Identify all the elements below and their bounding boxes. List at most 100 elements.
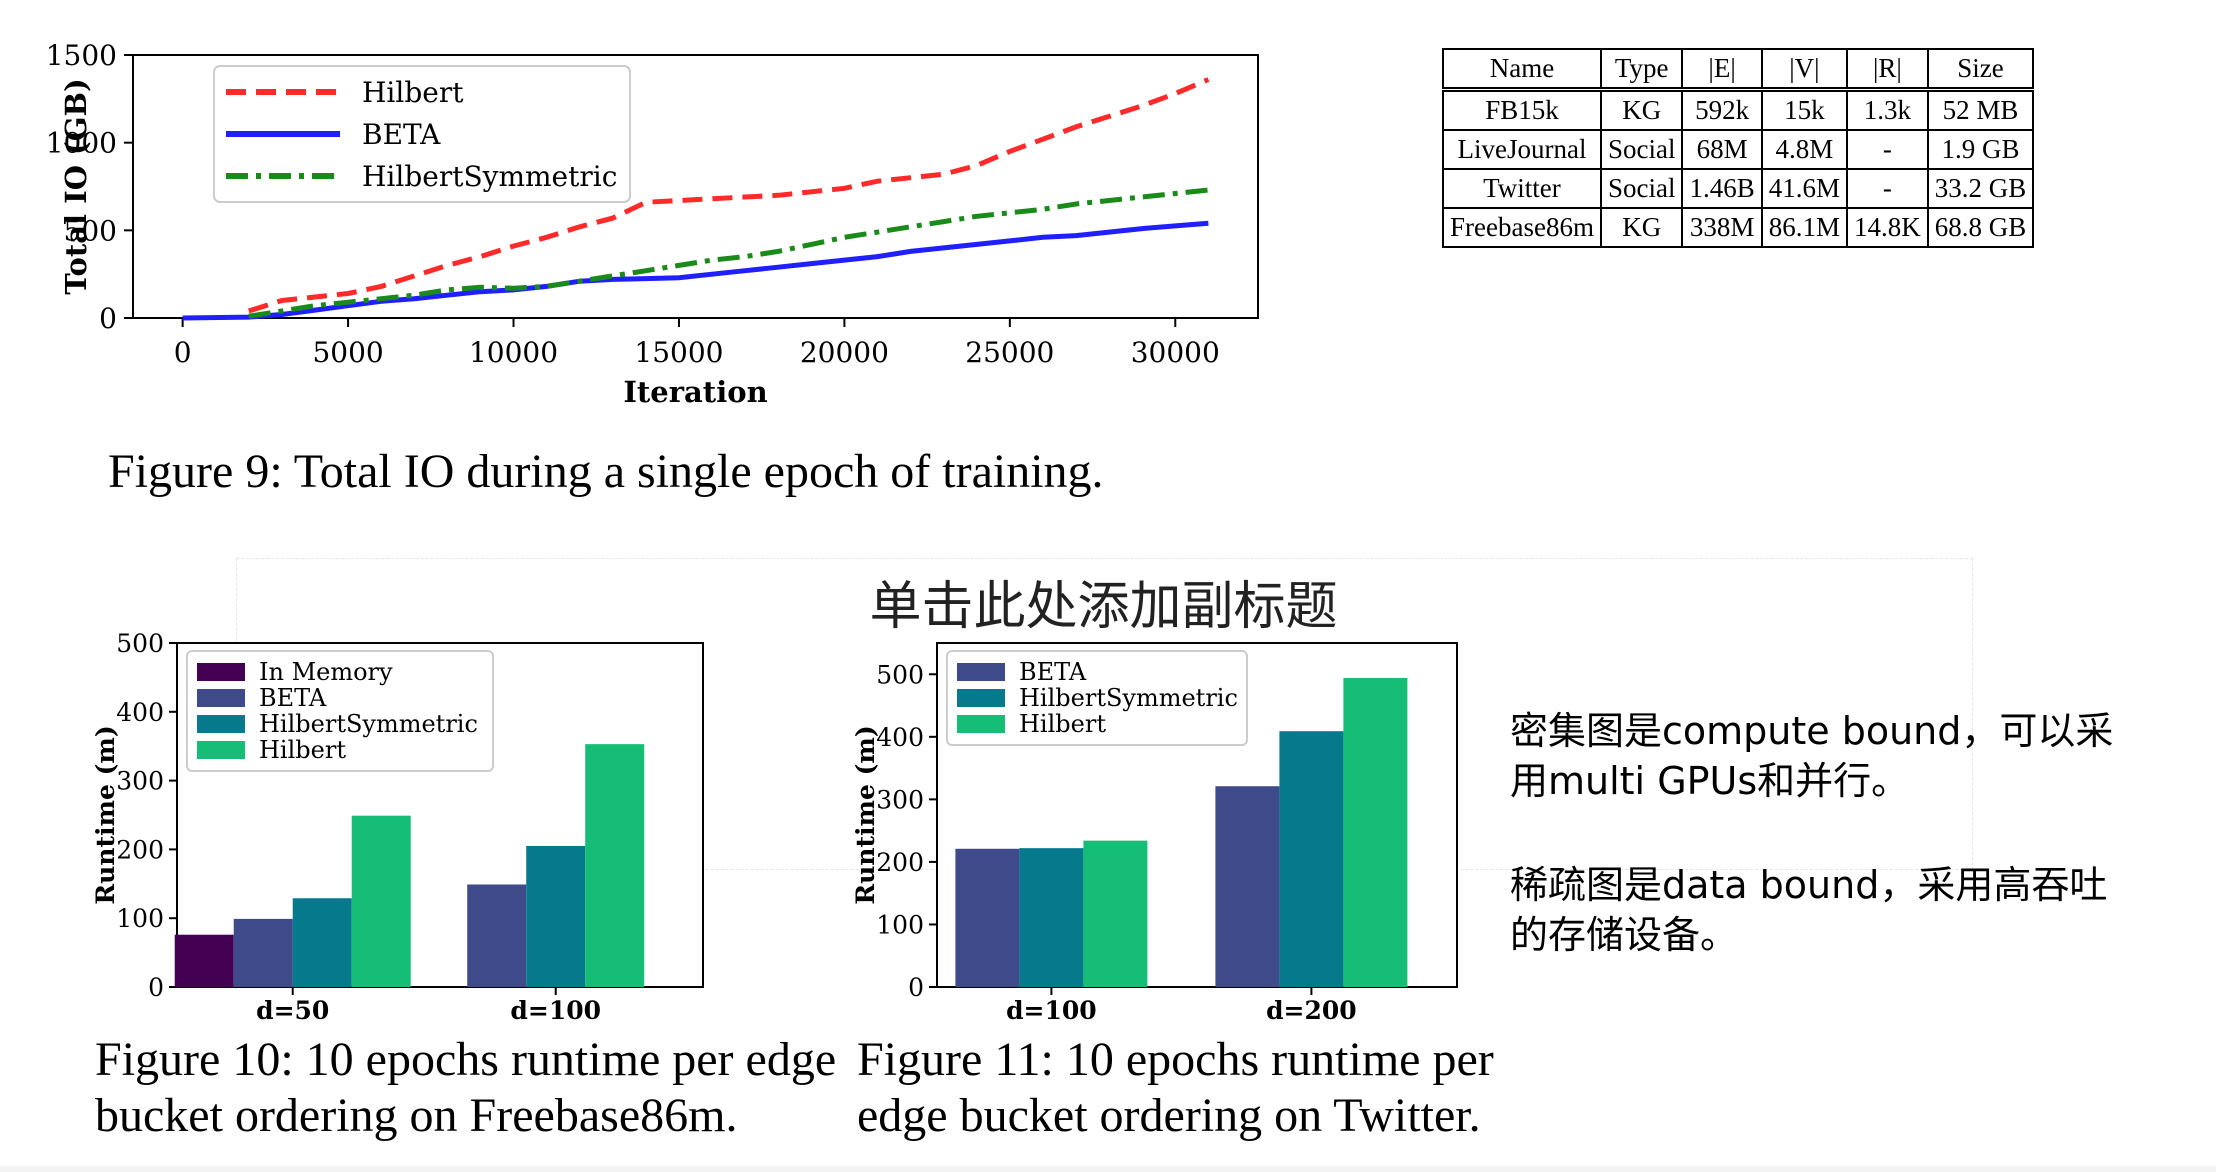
table-cell: FB15k bbox=[1442, 88, 1602, 131]
table-cell: KG bbox=[1599, 88, 1684, 131]
legend-swatch bbox=[197, 715, 245, 733]
y-tick-label: 200 bbox=[876, 848, 924, 877]
y-tick-label: 500 bbox=[64, 214, 117, 247]
table-cell: KG bbox=[1599, 207, 1684, 248]
dataset-table: Name Type |E| |V| |R| Size FB15k KG 592k 15k 1.3k… bbox=[1442, 48, 2035, 248]
table-header-row: Name Type |E| |V| |R| Size bbox=[1442, 48, 2035, 92]
legend-label: HilbertSymmetric bbox=[1019, 684, 1238, 712]
bar-hilbert-d=100 bbox=[585, 744, 645, 987]
y-tick-label: 500 bbox=[116, 629, 164, 658]
table-cell: Social bbox=[1599, 168, 1684, 209]
bar-in-memory-d=50 bbox=[174, 934, 234, 987]
fig10-bar-chart: 0 100 200 300 400 500 Runtime (m) d=50 d=100 In M… bbox=[91, 629, 704, 1025]
fig10-caption-line2: bucket ordering on Freebase86m. bbox=[95, 1089, 738, 1142]
y-tick-label: 100 bbox=[116, 904, 164, 933]
note-dense-line1: 密集图是compute bound，可以采 bbox=[1510, 709, 2114, 753]
table-cell: Social bbox=[1599, 129, 1684, 170]
x-tick-label: d=200 bbox=[1266, 996, 1357, 1025]
table-cell: LiveJournal bbox=[1442, 129, 1602, 170]
legend-swatch bbox=[957, 689, 1005, 707]
y-tick-label: 0 bbox=[908, 973, 924, 1002]
fig11-bar-chart: 0 100 200 300 400 500 Runtime (m) d=100 d=200 BET… bbox=[851, 642, 1458, 1025]
bar-hilbertsymmetric-d=100 bbox=[526, 845, 586, 987]
table-header-cell: Name bbox=[1442, 48, 1602, 92]
bar-hilbert-d=100 bbox=[1083, 840, 1148, 987]
notes-block: 密集图是compute bound，可以采 用multi GPUs和并行。 稀疏… bbox=[1510, 706, 2210, 960]
note-dense-line2: 用multi GPUs和并行。 bbox=[1510, 759, 1910, 803]
legend-label: Hilbert bbox=[1019, 710, 1106, 738]
bar-beta-d=200 bbox=[1215, 786, 1280, 987]
table-row: Twitter Social 1.46B 41.6M -33.2 GB bbox=[1442, 168, 2035, 209]
bar-hilbertsymmetric-d=100 bbox=[1019, 848, 1084, 987]
y-tick-label: 500 bbox=[876, 660, 924, 689]
table-cell: 68.8 GB bbox=[1926, 207, 2035, 248]
note-sparse-line1: 稀疏图是data bound，采用高吞吐 bbox=[1510, 863, 2108, 907]
y-tick-label: 300 bbox=[876, 785, 924, 814]
x-tick-label: 30000 bbox=[1131, 336, 1220, 369]
y-tick-label: 1500 bbox=[46, 39, 117, 72]
fig11-caption-line2: edge bucket ordering on Twitter. bbox=[857, 1089, 1481, 1142]
table-row: Freebase86m KG 338M 86.1M 14.8K 68.8 GB bbox=[1442, 207, 2035, 248]
legend-label: Hilbert bbox=[259, 736, 346, 764]
series-line-hilbert bbox=[248, 77, 1210, 314]
table-cell: 86.1M bbox=[1760, 207, 1848, 248]
y-tick-label: 1000 bbox=[46, 127, 117, 160]
table-cell: 4.8M bbox=[1760, 129, 1848, 170]
fig9-caption: Figure 9: Total IO during a single epoch… bbox=[108, 445, 1104, 498]
bar-hilbert-d=50 bbox=[351, 815, 411, 987]
x-tick-label: 5000 bbox=[312, 336, 383, 369]
table-cell: - bbox=[1845, 129, 1929, 170]
bar-hilbert-d=200 bbox=[1343, 678, 1408, 987]
table-row: FB15k KG 592k 15k 1.3k 52 MB bbox=[1442, 88, 2035, 131]
legend-label: BETA bbox=[362, 118, 441, 151]
legend-label: BETA bbox=[259, 684, 327, 712]
legend-label: In Memory bbox=[259, 658, 393, 686]
fig11-caption-line1: Figure 11: 10 epochs runtime per bbox=[857, 1033, 1494, 1086]
table-cell: 1.9 GB bbox=[1926, 129, 2035, 170]
table-header-cell: Type bbox=[1599, 48, 1684, 92]
table-cell: 68M bbox=[1681, 129, 1763, 170]
x-tick-label: 0 bbox=[174, 336, 192, 369]
legend-label: Hilbert bbox=[362, 76, 464, 109]
y-tick-label: 200 bbox=[116, 835, 164, 864]
table-row: LiveJournal Social 68M 4.8M -1.9 GB bbox=[1442, 129, 2035, 170]
subtitle-placeholder-text[interactable]: 单击此处添加副标题 bbox=[869, 577, 1338, 637]
x-tick-label: d=100 bbox=[1006, 996, 1097, 1025]
table-cell: Freebase86m bbox=[1442, 207, 1602, 248]
bar-hilbertsymmetric-d=200 bbox=[1279, 731, 1344, 987]
table-cell: 1.46B bbox=[1681, 168, 1763, 209]
y-tick-label: 0 bbox=[148, 973, 164, 1002]
x-tick-label: 10000 bbox=[469, 336, 558, 369]
bottom-strip bbox=[0, 1166, 2216, 1172]
x-tick-label: 25000 bbox=[965, 336, 1054, 369]
legend-swatch bbox=[957, 715, 1005, 733]
table-cell: 14.8K bbox=[1845, 207, 1929, 248]
legend-box bbox=[946, 650, 1248, 746]
y-tick-label: 100 bbox=[876, 910, 924, 939]
series-line-beta bbox=[182, 220, 1209, 321]
bar-beta-d=50 bbox=[233, 918, 293, 987]
table-cell: - bbox=[1845, 168, 1929, 209]
table-header-cell: |V| bbox=[1760, 48, 1848, 92]
series-line-hilbertsymmetric bbox=[248, 187, 1209, 319]
x-tick-label: d=100 bbox=[510, 996, 601, 1025]
table-cell: 33.2 GB bbox=[1926, 168, 2035, 209]
x-tick-label: 20000 bbox=[800, 336, 889, 369]
table-cell: 338M bbox=[1681, 207, 1763, 248]
legend-swatch bbox=[197, 741, 245, 759]
bar-beta-d=100 bbox=[467, 884, 527, 987]
legend-swatch bbox=[197, 689, 245, 707]
table-cell: 52 MB bbox=[1926, 88, 2035, 131]
x-tick-label: 15000 bbox=[634, 336, 723, 369]
y-tick-label: 400 bbox=[116, 698, 164, 727]
y-axis-label: Runtime (m) bbox=[851, 725, 880, 904]
legend-label: HilbertSymmetric bbox=[259, 710, 478, 738]
fig10-caption: Figure 10: 10 epochs runtime per edge bu… bbox=[95, 1032, 836, 1144]
y-axis-label: Runtime (m) bbox=[91, 725, 120, 904]
y-axis-label: Total IO (GB) bbox=[59, 78, 93, 295]
table-cell: 15k bbox=[1760, 88, 1848, 131]
x-axis-label: Iteration bbox=[623, 375, 767, 409]
legend-box bbox=[186, 650, 494, 772]
fig11-caption: Figure 11: 10 epochs runtime per edge bu… bbox=[857, 1032, 1494, 1144]
